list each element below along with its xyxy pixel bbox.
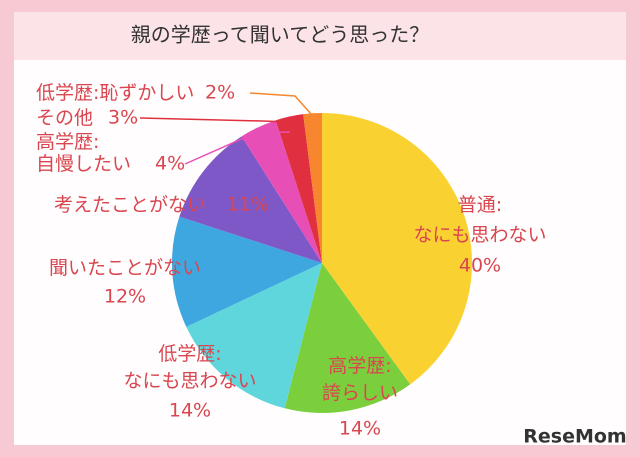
slice-label-line: なにも思わない: [413, 224, 546, 246]
pie-slice: [322, 113, 472, 385]
slice-label-line: 高学歴:: [36, 131, 99, 153]
slice-label-line: その他: [36, 107, 93, 129]
pie-slice: [303, 113, 322, 263]
slice-label: 低学歴: なにも思わない: [123, 343, 256, 392]
title-bar: [14, 12, 626, 60]
pie-slice: [241, 120, 322, 263]
value-label: 11%: [227, 194, 269, 216]
watermark: ReseMom: [523, 426, 626, 448]
slice-label-line: 考えたことがない: [54, 194, 206, 216]
slice-label-line: 低学歴:: [158, 343, 221, 365]
slice-label-line: 高学歴:: [328, 355, 391, 377]
slice-label-line: なにも思わない: [123, 370, 256, 392]
slice-label: 聞いたことがない: [49, 257, 201, 279]
slice-label: 考えたことがない: [54, 194, 206, 216]
leader-line: [139, 117, 291, 123]
value-label: 2%: [205, 82, 235, 104]
slice-label-line: 誇らしい: [322, 382, 398, 404]
slice-label: その他: [36, 107, 93, 129]
pie-slice: [275, 114, 322, 263]
pie-slice: [172, 216, 322, 327]
value-label: 4%: [155, 153, 185, 175]
pie-slice: [284, 263, 411, 414]
slice-label-line: 自慢したい: [36, 153, 131, 175]
value-label: 3%: [108, 107, 138, 129]
value-label: 14%: [339, 418, 381, 440]
pie-slice: [186, 263, 322, 409]
slice-label: 高学歴:自慢したい: [36, 131, 131, 175]
pie-slice: [179, 136, 322, 263]
slice-label-line: 低学歴:恥ずかしい: [36, 82, 194, 104]
slice-label-line: 聞いたことがない: [49, 257, 201, 279]
slice-label: 高学歴: 誇らしい: [322, 355, 398, 404]
slice-label-line: 普通:: [458, 194, 502, 216]
value-label: 12%: [104, 286, 146, 308]
leader-line: [184, 131, 291, 165]
chart-title: 親の学歴って聞いてどう思った？: [131, 23, 429, 47]
slice-label: 普通: なにも思わない: [413, 194, 546, 246]
value-label: 40%: [459, 255, 501, 277]
value-label: 14%: [169, 400, 211, 422]
leader-line: [249, 92, 313, 116]
slice-label: 低学歴:恥ずかしい: [36, 82, 194, 104]
